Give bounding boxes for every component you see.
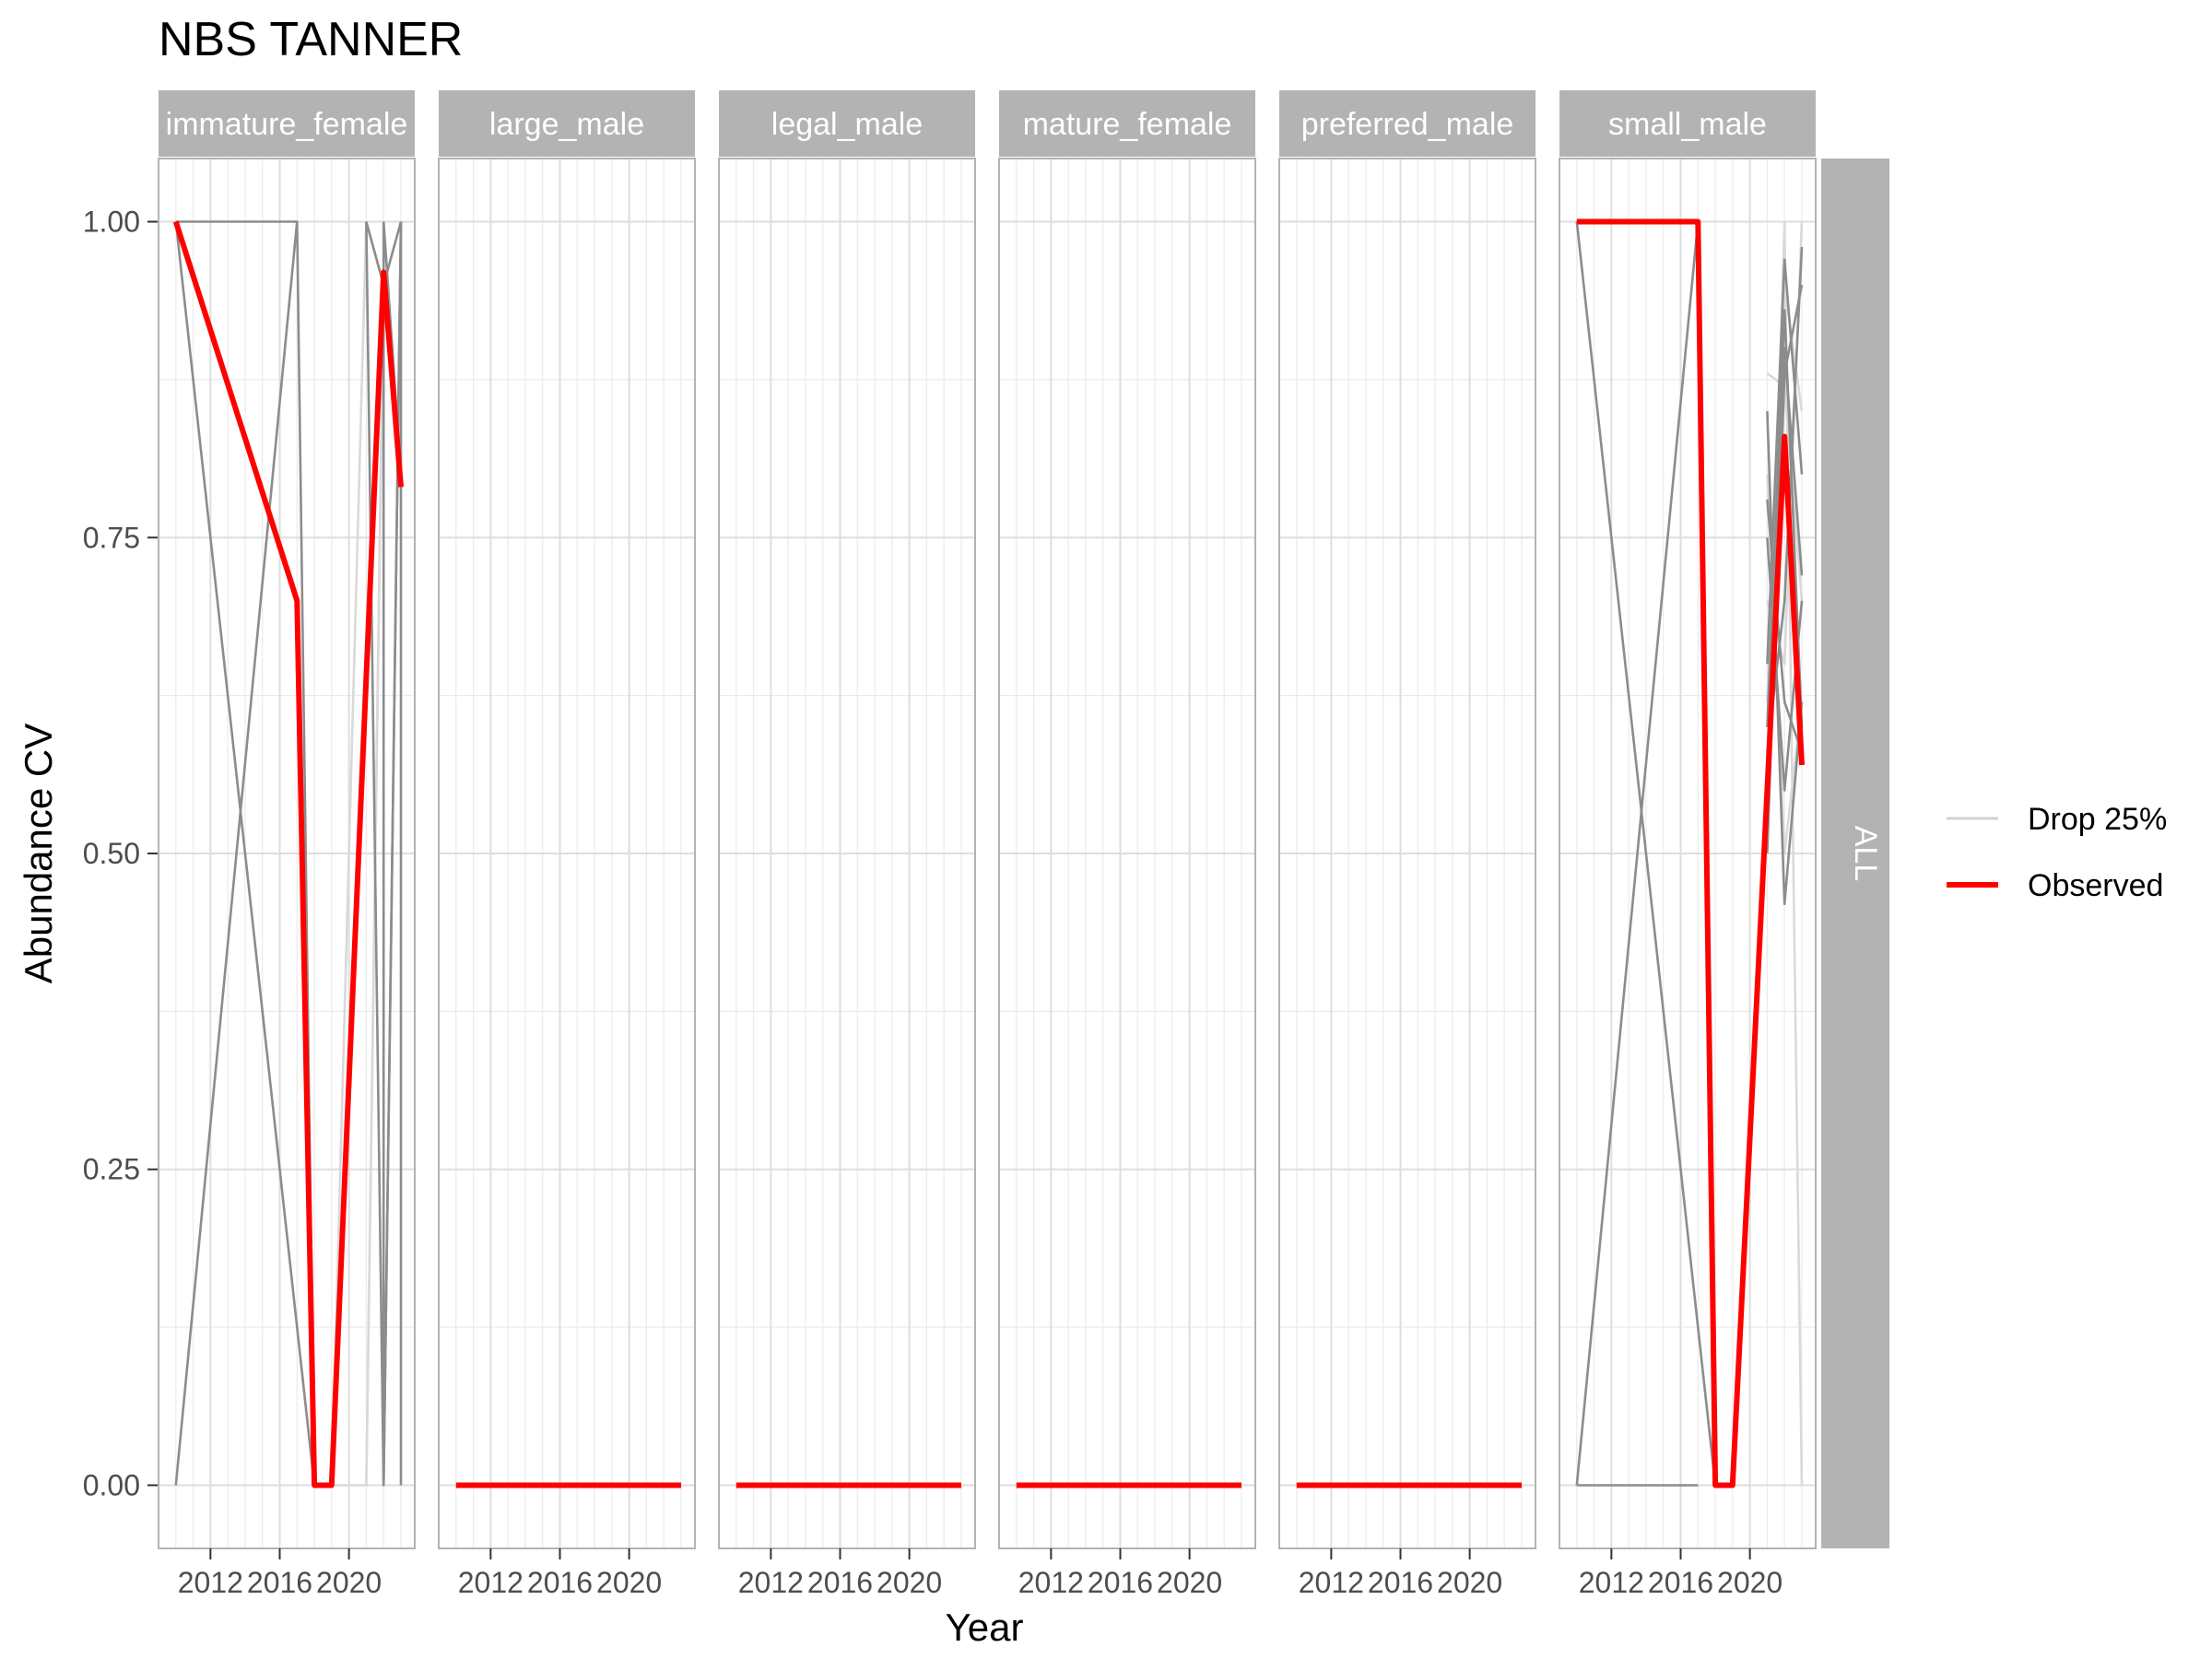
y-axis-title: Abundance CV [17,724,60,984]
legend: Drop 25% Observed [1947,802,2167,903]
x-tick-label: 2016 [527,1566,593,1599]
facet-mature_female: mature_female 2012 2016 2020 [998,90,1256,1599]
x-tick-label: 2020 [877,1566,942,1599]
y-tick-label: 0.00 [83,1468,140,1501]
facet-small_male: small_male 2012 2016 2020 [1559,90,1817,1599]
panel-border [718,158,976,1549]
panel-series [172,220,404,1488]
y-tick-label: 0.25 [83,1153,140,1186]
drop-25-line [174,221,316,1486]
facet-strip-label: legal_male [771,107,923,142]
x-tick-label: 2012 [1018,1566,1084,1599]
x-tick-label: 2012 [458,1566,524,1599]
row-strip-background [1821,159,1889,1548]
drop-25-line [1575,221,1717,1486]
panel-border [1278,158,1536,1549]
row-strip: ALL [1821,159,1889,1548]
facet-strip [439,90,695,157]
observed-line [1576,218,1805,1488]
x-tick-label: 2020 [596,1566,662,1599]
facet-strip [159,90,415,157]
facet-strip-label: small_male [1608,107,1767,142]
facet-strip-label: immature_female [166,107,408,142]
x-tick-label: 2020 [1437,1566,1502,1599]
x-tick-label: 2020 [1157,1566,1222,1599]
x-tick-label: 2016 [1368,1566,1433,1599]
x-tick-label: 2016 [1648,1566,1713,1599]
facet-legal_male: legal_male 2012 2016 2020 [718,90,976,1599]
y-tick-label: 1.00 [83,206,140,239]
facet-strip [1559,90,1816,157]
x-tick-label: 2012 [178,1566,243,1599]
legend-label: Drop 25% [2028,802,2167,837]
facet-strip-label: mature_female [1023,107,1232,142]
panel-series [1575,218,1805,1488]
x-tick-label: 2012 [738,1566,804,1599]
x-tick-label: 2012 [1299,1566,1364,1599]
x-tick-label: 2012 [1579,1566,1644,1599]
y-tick-label: 0.75 [83,521,140,554]
row-strip-label: ALL [1848,826,1883,882]
x-tick-label: 2016 [1088,1566,1153,1599]
drop-25-line [382,221,403,1487]
drop-25-line [1766,499,1804,753]
y-tick-label: 0.50 [83,837,140,870]
chart-title: NBS TANNER [159,13,463,66]
panel-border [1559,158,1817,1549]
legend-item: Observed [1947,868,2163,903]
panel-border [998,158,1256,1549]
facet-large_male: large_male 2012 2016 2020 [438,90,696,1599]
x-tick-label: 2016 [807,1566,873,1599]
drop-25-line [174,221,299,1486]
panel-border [158,158,416,1549]
legend-label: Observed [2028,868,2163,903]
panel-border [438,158,696,1549]
facet-strip-label: large_male [489,107,644,142]
facet-preferred_male: preferred_male 2012 2016 2020 [1278,90,1536,1599]
drop-25-line [365,221,385,1486]
facet-immature_female: immature_female 2012 2016 2020 [158,90,416,1599]
facet-strip [999,90,1255,157]
x-tick-label: 2020 [1717,1566,1783,1599]
drop-25-line [1575,221,1700,1486]
x-tick-label: 2016 [247,1566,312,1599]
facet-strip [719,90,975,157]
legend-item: Drop 25% [1947,802,2167,837]
observed-line [172,220,404,1488]
drop-25-line [1766,258,1804,665]
x-tick-label: 2020 [316,1566,382,1599]
x-axis-title: Year [946,1606,1024,1649]
facet-strip-label: preferred_male [1301,107,1514,142]
facet-strip [1279,90,1535,157]
